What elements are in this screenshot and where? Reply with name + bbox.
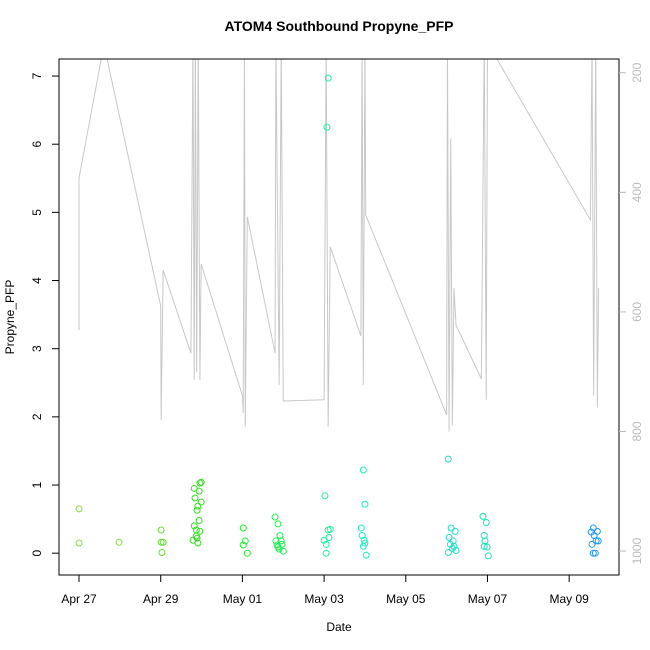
y-tick-label: 6 bbox=[30, 141, 44, 148]
point bbox=[193, 506, 201, 514]
chart-title: ATOM4 Southbound Propyne_PFP bbox=[225, 18, 454, 34]
x-tick-label: May 07 bbox=[468, 592, 508, 606]
point bbox=[190, 522, 198, 530]
point bbox=[195, 487, 203, 495]
point bbox=[159, 538, 167, 546]
x-tick-label: May 03 bbox=[304, 592, 344, 606]
x-tick-label: Apr 29 bbox=[143, 592, 179, 606]
plot-frame bbox=[58, 58, 620, 576]
y-tick-label: 1 bbox=[30, 481, 44, 488]
point bbox=[592, 537, 600, 545]
point bbox=[362, 551, 370, 559]
point bbox=[361, 500, 369, 508]
point bbox=[157, 538, 165, 546]
point bbox=[589, 524, 597, 532]
point bbox=[484, 552, 492, 560]
point bbox=[594, 537, 602, 545]
point bbox=[279, 547, 287, 555]
point bbox=[451, 527, 459, 535]
point bbox=[194, 502, 202, 510]
point bbox=[243, 549, 251, 557]
point bbox=[197, 498, 205, 506]
point bbox=[239, 524, 247, 532]
y-tick-label: 2 bbox=[30, 413, 44, 420]
point bbox=[452, 546, 460, 554]
y-tick-label: 0 bbox=[30, 550, 44, 557]
point bbox=[322, 549, 330, 557]
point bbox=[322, 540, 330, 548]
pressure-line bbox=[78, 59, 600, 432]
y-tick-label: 4 bbox=[30, 277, 44, 284]
point bbox=[195, 516, 203, 524]
point bbox=[480, 542, 488, 550]
point bbox=[239, 541, 247, 549]
point bbox=[324, 74, 332, 82]
y-tick-label: 3 bbox=[30, 345, 44, 352]
point bbox=[479, 512, 487, 520]
point bbox=[272, 537, 280, 545]
point bbox=[449, 537, 457, 545]
point bbox=[326, 525, 334, 533]
y2-tick-label: 1000 bbox=[630, 537, 644, 564]
x-tick-label: May 09 bbox=[549, 592, 589, 606]
point bbox=[357, 524, 365, 532]
plot-area bbox=[75, 59, 602, 560]
point bbox=[157, 526, 165, 534]
point bbox=[482, 519, 490, 527]
point bbox=[158, 549, 166, 557]
x-tick-label: May 01 bbox=[223, 592, 263, 606]
point bbox=[75, 539, 83, 547]
y2-tick-label: 200 bbox=[630, 62, 644, 82]
y-axis-label: Propyne_PFP bbox=[3, 280, 17, 355]
point bbox=[588, 540, 596, 548]
point bbox=[278, 540, 286, 548]
x-tick-label: Apr 27 bbox=[61, 592, 97, 606]
y-tick-label: 5 bbox=[30, 209, 44, 216]
y2-tick-label: 400 bbox=[630, 182, 644, 202]
point bbox=[447, 524, 455, 532]
point bbox=[444, 455, 452, 463]
y2-tick-label: 600 bbox=[630, 302, 644, 322]
point bbox=[448, 544, 456, 552]
point bbox=[593, 527, 601, 535]
point bbox=[589, 549, 597, 557]
x-tick-label: May 05 bbox=[386, 592, 426, 606]
point bbox=[274, 520, 282, 528]
x-axis-label: Date bbox=[326, 620, 352, 634]
point bbox=[271, 513, 279, 521]
point bbox=[359, 466, 367, 474]
point bbox=[361, 539, 369, 547]
point bbox=[277, 537, 285, 545]
point bbox=[445, 534, 453, 542]
point bbox=[483, 543, 491, 551]
point bbox=[321, 492, 329, 500]
y-tick-label: 7 bbox=[30, 72, 44, 79]
point bbox=[323, 123, 331, 131]
point bbox=[191, 494, 199, 502]
point bbox=[192, 532, 200, 540]
point bbox=[115, 538, 123, 546]
point bbox=[325, 534, 333, 542]
point bbox=[197, 478, 205, 486]
point bbox=[444, 549, 452, 557]
point bbox=[241, 537, 249, 545]
y2-tick-label: 800 bbox=[630, 421, 644, 441]
point bbox=[196, 527, 204, 535]
point bbox=[591, 549, 599, 557]
point bbox=[194, 539, 202, 547]
point bbox=[359, 542, 367, 550]
point bbox=[75, 505, 83, 513]
